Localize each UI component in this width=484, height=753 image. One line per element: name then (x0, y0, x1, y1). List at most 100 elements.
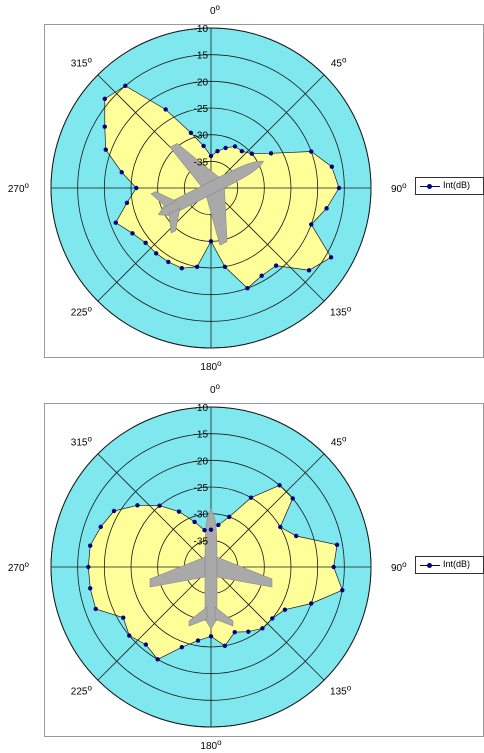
data-point (222, 643, 228, 648)
data-point (248, 495, 254, 500)
data-point (201, 143, 206, 149)
data-point (188, 130, 194, 136)
grid-spoke (97, 187, 212, 302)
angle-label: 180o (200, 738, 222, 752)
data-point (329, 164, 335, 169)
data-point (87, 543, 93, 548)
radial-tick-label: -10 (194, 403, 209, 414)
data-point (215, 149, 220, 154)
data-point (135, 503, 140, 508)
data-point (260, 626, 265, 631)
polar-plot-svg: -10 -15 -20 -25 -30 -35 0o 45o 90o 135o 180o 225o 27… (8, 3, 407, 373)
data-point (306, 268, 312, 273)
data-point (222, 264, 228, 269)
radial-tick-label: -20 (194, 77, 209, 88)
data-point (270, 616, 275, 621)
data-point (127, 633, 132, 638)
data-point (324, 206, 329, 211)
data-point (111, 508, 117, 514)
data-point (130, 231, 135, 236)
data-point (246, 629, 251, 634)
radial-tick-label: -15 (194, 430, 209, 441)
data-point (102, 124, 107, 129)
data-point (249, 151, 255, 156)
data-point (268, 151, 274, 156)
data-point (309, 149, 314, 154)
data-point (232, 144, 238, 149)
data-point (278, 524, 283, 530)
data-point (340, 587, 345, 593)
data-point (134, 185, 139, 191)
data-point (208, 153, 214, 159)
angle-label: 135o (330, 684, 352, 698)
aircraft-wings (169, 143, 228, 246)
grid-spoke (210, 453, 325, 568)
angle-label: 90o (391, 560, 407, 574)
angle-label: 45o (331, 55, 347, 69)
angle-label: 315o (71, 434, 93, 448)
radial-tick-label: -30 (194, 510, 209, 521)
data-point (194, 264, 200, 269)
aircraft-icon (149, 508, 273, 630)
legend-marker-icon (427, 184, 432, 189)
data-point (232, 629, 237, 635)
angle-label: 135o (330, 305, 352, 319)
angle-label: 45o (331, 434, 347, 448)
legend-label: Int(dB) (443, 180, 471, 190)
angle-label: 270o (8, 560, 30, 574)
grid-spoke (210, 74, 325, 189)
data-point (113, 220, 118, 225)
legend-marker-icon (427, 563, 432, 568)
data-point (176, 509, 182, 514)
data-point (86, 564, 91, 570)
grid-spoke (210, 187, 325, 302)
aircraft-tail (150, 191, 181, 234)
data-point (282, 607, 288, 612)
data-point (273, 263, 279, 268)
data-point (121, 615, 126, 620)
data-point (245, 286, 250, 291)
data-point (336, 185, 342, 191)
data-point (163, 107, 168, 112)
data-point (208, 239, 214, 244)
data-point (93, 606, 98, 612)
aircraft-fuselage (157, 160, 265, 216)
angle-label: 225o (71, 305, 93, 319)
data-point (143, 642, 149, 647)
angle-label: 315o (71, 55, 93, 69)
angle-label: 90o (391, 181, 407, 195)
data-point (103, 147, 108, 152)
data-point (334, 542, 340, 547)
grid-spoke (97, 566, 212, 681)
data-point (102, 96, 107, 102)
data-point (223, 145, 228, 151)
data-point (216, 522, 221, 528)
data-point (143, 240, 148, 246)
polar-chart-top: -10 -15 -20 -25 -30 -35 0o 45o 90o 135o 180o 225o 27… (0, 2, 484, 374)
data-point (259, 273, 264, 278)
data-point (239, 149, 245, 154)
aircraft-fuselage (204, 508, 218, 630)
data-point (277, 483, 282, 488)
data-point (153, 251, 159, 256)
grid-spoke (97, 453, 212, 568)
angle-label: 270o (8, 181, 30, 195)
data-point (98, 524, 103, 530)
radial-tick-label: -10 (194, 24, 209, 35)
data-point (309, 601, 314, 606)
data-point (179, 644, 185, 650)
data-point (328, 255, 334, 260)
radial-tick-label: -20 (194, 456, 209, 467)
aircraft-wings (149, 556, 273, 588)
polar-chart-bottom: -10 -15 -20 -25 -30 -35 0o 45o 90o 135o 180o 225o 27… (0, 381, 484, 753)
angle-label: 180o (200, 359, 222, 373)
radial-tick-label: -25 (194, 483, 209, 494)
data-point (119, 170, 124, 175)
radial-tick-label: -35 (194, 157, 209, 168)
data-point (208, 527, 214, 532)
data-point (290, 496, 295, 501)
angle-label: 0o (210, 3, 221, 17)
legend-label: Int(dB) (443, 559, 471, 569)
aircraft-tail (188, 606, 234, 627)
aircraft-icon (150, 143, 265, 246)
